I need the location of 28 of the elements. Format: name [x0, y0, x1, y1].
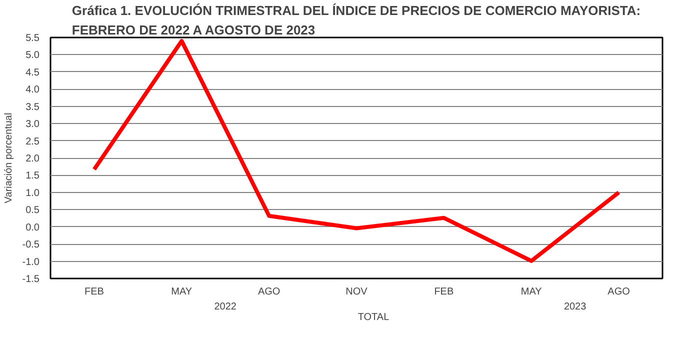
text: 2023: [564, 302, 587, 312]
y-tick-label: -1.0: [22, 256, 40, 268]
y-tick-label: 2.5: [26, 136, 40, 148]
y-tick-label: 0.0: [26, 222, 40, 234]
text: 2022: [214, 302, 237, 312]
chart-title: Gráfica 1. EVOLUCIÓN TRIMESTRAL DEL ÍNDICE DE PRECIOS DE COMERCIO MAYORISTA: FEBRERO DE 2022 A AGOSTO DE 2023: [72, 3, 641, 38]
x-tick-label: AGO: [258, 286, 280, 298]
y-tick-label: -0.5: [22, 240, 40, 251]
y-tick-label: 0.5: [26, 205, 40, 216]
x-tick-label: MAY: [171, 286, 192, 298]
y-tick-label: 5.5: [26, 33, 40, 44]
y-tick-label: 1.5: [26, 170, 40, 182]
y-tick-label: 3.5: [26, 102, 40, 113]
y-tick-label: 2.0: [26, 154, 40, 164]
x-tick-label: NOV: [346, 286, 368, 298]
y-tick-label: 5.0: [26, 50, 40, 62]
y-tick-label: -1.5: [22, 274, 40, 285]
y-tick-label: 4.0: [26, 84, 40, 96]
x-tick-label: AGO: [608, 286, 630, 298]
line-series: [92, 38, 621, 263]
x-tick-label: FEB: [84, 286, 104, 298]
x-tick-label: FEB: [434, 286, 454, 298]
x-tick-label: MAY: [520, 286, 542, 298]
y-tick-label: 1.0: [26, 188, 40, 199]
y-axis-title: Variación porcentual: [3, 112, 14, 204]
text: TOTAL: [358, 312, 390, 323]
y-tick-label: 4.5: [26, 67, 40, 78]
y-tick-label: 3.0: [26, 119, 40, 130]
